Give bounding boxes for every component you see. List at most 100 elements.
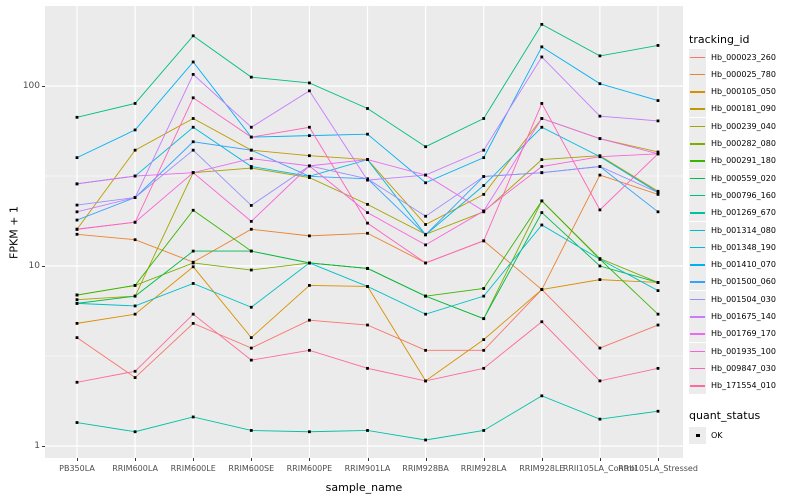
data-point-Hb_000181_090 xyxy=(424,223,427,226)
legend-key-swatch xyxy=(689,152,706,170)
legend-item-label: Hb_171554_010 xyxy=(711,381,776,391)
data-point-Hb_000025_780 xyxy=(598,173,602,177)
legend-key-swatch xyxy=(689,65,706,83)
data-point-Hb_000023_260 xyxy=(366,323,369,327)
x-tick-mark xyxy=(425,458,427,461)
data-point-Hb_000282_080 xyxy=(249,268,253,272)
data-point-Hb_000796_160 xyxy=(75,115,79,119)
data-point-Hb_171554_010 xyxy=(133,369,137,373)
data-point-Hb_001348_190 xyxy=(482,184,486,187)
data-point-Hb_001314_080 xyxy=(249,305,253,309)
legend-item-label: Hb_001410_070 xyxy=(711,260,776,270)
legend-item-label: Hb_001675_140 xyxy=(711,312,776,321)
legend-key-line xyxy=(690,298,705,301)
data-point-Hb_000796_160 xyxy=(249,75,253,79)
legend-item-label: Hb_001314_080 xyxy=(711,225,776,235)
data-point-Hb_001500_060 xyxy=(249,148,253,152)
data-point-Hb_001935_100 xyxy=(424,243,427,247)
data-point-Hb_001269_670 xyxy=(133,430,137,434)
data-point-Hb_001675_140 xyxy=(656,119,660,123)
data-point-Hb_001410_070 xyxy=(366,132,369,136)
legend-item-Hb_001769_170: Hb_001769_170 xyxy=(689,325,776,343)
x-tick-label-RRII105LA_Control: RRII105LA_Control xyxy=(562,464,637,473)
data-point-Hb_001314_080 xyxy=(656,289,660,293)
data-point-Hb_000023_260 xyxy=(308,318,311,322)
data-point-Hb_001314_080 xyxy=(308,261,311,265)
legend-key-line xyxy=(690,246,705,249)
data-point-Hb_000559_020 xyxy=(598,264,602,268)
data-point-Hb_000559_020 xyxy=(424,294,427,298)
y-tick-label: 1 xyxy=(34,441,40,451)
legend-key-line xyxy=(690,125,705,128)
data-point-Hb_001935_100 xyxy=(366,211,369,215)
legend-key-line xyxy=(690,264,705,266)
legend-key-swatch xyxy=(689,169,706,187)
data-point-Hb_001769_170 xyxy=(598,137,602,141)
data-point-Hb_009847_030 xyxy=(598,208,602,212)
x-tick-mark xyxy=(541,458,543,461)
x-tick-label-RRIM600LA: RRIM600LA xyxy=(112,464,158,473)
legend-item-Hb_000796_160: Hb_000796_160 xyxy=(689,186,776,204)
legend-item-label: Hb_000291_180 xyxy=(711,156,776,166)
data-point-Hb_001769_170 xyxy=(366,158,369,162)
x-tick-mark xyxy=(77,458,78,461)
x-tick-label-RRIM600LE: RRIM600LE xyxy=(170,464,216,473)
data-point-Hb_000796_160 xyxy=(424,145,427,149)
legend-key-line xyxy=(690,91,705,93)
data-point-Hb_001314_080 xyxy=(598,257,602,261)
data-point-Hb_009847_030 xyxy=(424,261,427,265)
data-point-Hb_000559_020 xyxy=(540,211,544,215)
data-point-Hb_000239_040 xyxy=(540,158,544,162)
legend-key-line xyxy=(690,229,705,231)
legend-item-label: Hb_001348_190 xyxy=(711,242,776,252)
x-tick-mark xyxy=(135,458,137,461)
legend-item-Hb_009847_030: Hb_009847_030 xyxy=(689,359,776,377)
data-point-Hb_001935_100 xyxy=(249,219,253,223)
data-point-Hb_009847_030 xyxy=(308,125,311,129)
legend-item-label: Hb_009847_030 xyxy=(711,363,776,373)
data-point-Hb_001675_140 xyxy=(133,196,137,199)
data-point-Hb_171554_010 xyxy=(598,379,602,383)
data-point-Hb_001410_070 xyxy=(424,181,427,185)
legend-item-Hb_000181_090: Hb_000181_090 xyxy=(689,100,776,118)
data-point-Hb_001935_100 xyxy=(540,165,544,168)
data-point-Hb_009847_030 xyxy=(482,239,486,243)
legend-item-Hb_001935_100: Hb_001935_100 xyxy=(689,342,776,360)
data-point-Hb_000023_260 xyxy=(249,346,253,350)
data-point-Hb_001935_100 xyxy=(482,209,486,213)
data-point-Hb_001314_080 xyxy=(133,304,137,308)
legend-item-Hb_000559_020: Hb_000559_020 xyxy=(689,169,776,187)
data-point-Hb_001410_070 xyxy=(482,156,486,160)
data-point-Hb_000291_180 xyxy=(75,293,79,297)
data-point-Hb_001675_140 xyxy=(191,72,195,76)
legend-item-label: Hb_000025_780 xyxy=(711,69,776,79)
y-axis-title: FPKM + 1 xyxy=(7,206,21,259)
data-point-Hb_001348_190 xyxy=(249,165,253,168)
data-point-Hb_000559_020 xyxy=(191,249,195,253)
data-point-Hb_001769_170 xyxy=(424,173,427,177)
data-point-Hb_000181_090 xyxy=(482,192,486,196)
x-tick-mark xyxy=(658,458,659,461)
legend-key-swatch xyxy=(689,117,706,135)
legend-item-label: Hb_001504_030 xyxy=(711,294,776,304)
data-point-Hb_001348_190 xyxy=(540,125,544,129)
data-point-Hb_000796_160 xyxy=(482,117,486,120)
legend-item-label: Hb_001269_670 xyxy=(711,208,776,218)
data-point-Hb_001504_030 xyxy=(191,148,195,152)
legend-item-label: Hb_000239_040 xyxy=(711,121,776,131)
data-point-Hb_001935_100 xyxy=(191,171,195,175)
legend-key-line xyxy=(690,177,705,180)
legend-item-Hb_000025_780: Hb_000025_780 xyxy=(689,65,776,83)
legend-key-swatch xyxy=(689,377,706,395)
data-point-Hb_000796_160 xyxy=(540,22,544,26)
data-point-Hb_001675_140 xyxy=(540,55,544,59)
legend-key-line xyxy=(690,194,705,197)
data-point-Hb_000023_260 xyxy=(424,348,427,352)
legend-key-line xyxy=(690,350,705,353)
data-point-Hb_000025_780 xyxy=(249,227,253,231)
legend-key-line xyxy=(690,333,705,335)
legend-item-label: Hb_000181_090 xyxy=(711,104,776,114)
x-tick-label-RRIM928LA: RRIM928LA xyxy=(460,464,507,473)
data-point-Hb_001348_190 xyxy=(191,125,195,129)
data-point-Hb_000105_050 xyxy=(540,288,544,291)
